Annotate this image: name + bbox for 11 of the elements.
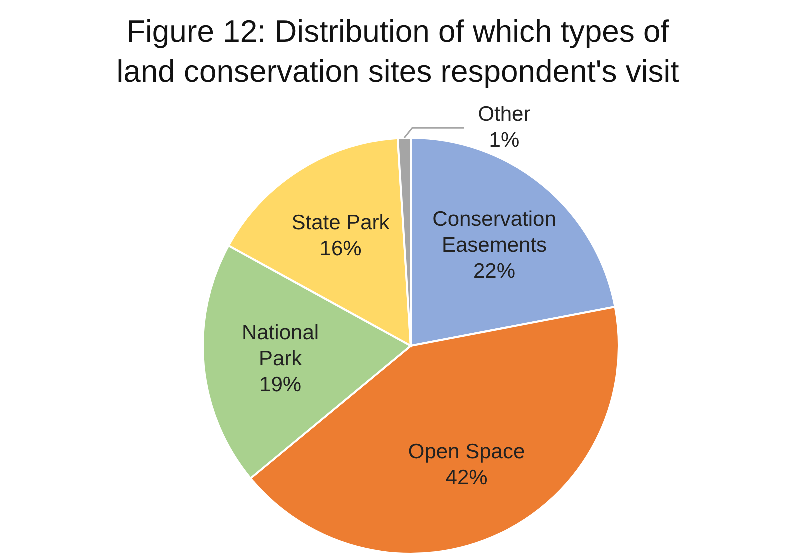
slice-label: Open Space [408, 440, 526, 464]
chart-title: Figure 12: Distribution of which types of land conservation sites respondent's visit [116, 13, 680, 91]
slice-label: Conservation Easements [432, 208, 556, 258]
data-label: 16% [320, 237, 362, 260]
data-label: 42% [446, 466, 488, 490]
data-label: 19% [260, 373, 302, 396]
data-label: 1% [489, 129, 520, 152]
data-label: 22% [474, 260, 516, 284]
slice-label: State Park [292, 211, 390, 234]
slice-label: Other [478, 103, 531, 126]
slice-label: National Park [242, 321, 320, 370]
